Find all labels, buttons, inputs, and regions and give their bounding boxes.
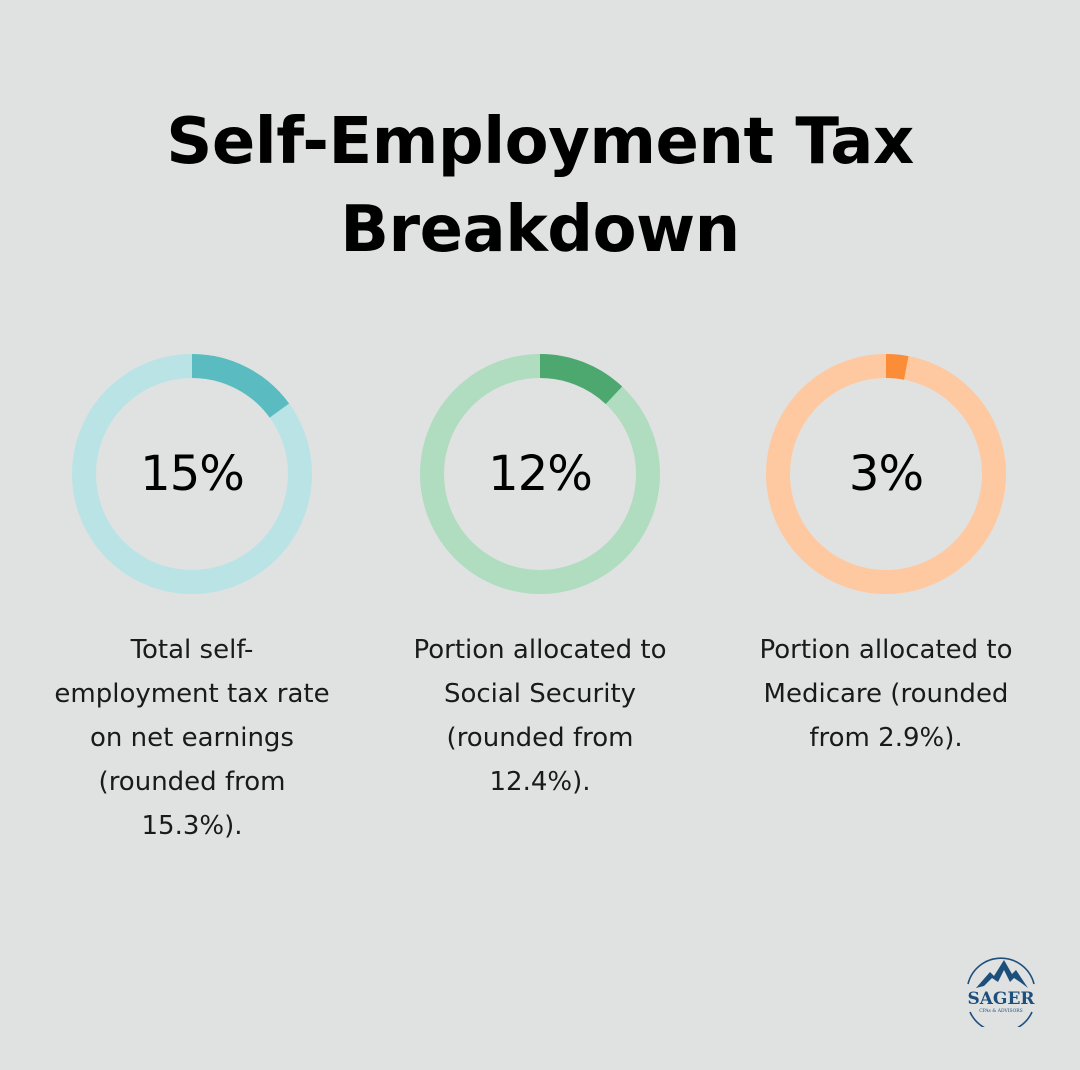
desc-line: Portion allocated to (759, 635, 1013, 665)
desc-line: Medicare (rounded (763, 679, 1009, 709)
desc-line: Social Security (443, 679, 637, 709)
percent-value: 12% (488, 446, 593, 502)
desc-line: Portion allocated to (413, 635, 667, 665)
svg-text:CPAs & ADVISORS: CPAs & ADVISORS (979, 1008, 1023, 1014)
desc-line: 12.4%). (489, 767, 591, 797)
donut-ring-social-security: 12% (420, 354, 660, 594)
donut-ring-total: 15% (72, 354, 312, 594)
desc-line: from 2.9%). (809, 723, 963, 753)
donut-chart-icon (72, 354, 312, 594)
desc-line: employment tax rate (54, 679, 330, 709)
mountain-icon: SAGER CPAs & ADVISORS (967, 957, 1035, 1033)
page-title: Self-Employment Tax Breakdown (0, 98, 1080, 274)
percent-value: 3% (848, 446, 924, 502)
stat-description: Portion allocated to Medicare (rounded f… (721, 628, 1051, 760)
stat-card-social-security: 12% Portion allocated to Social Security… (375, 354, 705, 804)
donut-chart-icon (766, 354, 1006, 594)
stat-description: Portion allocated to Social Security (ro… (375, 628, 705, 804)
title-line-1: Self-Employment Tax (166, 105, 914, 179)
title-line-2: Breakdown (340, 193, 740, 267)
donut-chart-icon (420, 354, 660, 594)
desc-line: Total self- (130, 635, 254, 665)
stat-description: Total self- employment tax rate on net e… (27, 628, 357, 848)
sager-logo: SAGER CPAs & ADVISORS (956, 952, 1046, 1033)
svg-text:SAGER: SAGER (967, 989, 1035, 1009)
stat-card-total: 15% Total self- employment tax rate on n… (27, 354, 357, 848)
desc-line: on net earnings (90, 723, 294, 753)
desc-line: 15.3%). (141, 811, 243, 841)
donut-ring-medicare: 3% (766, 354, 1006, 594)
percent-value: 15% (140, 446, 245, 502)
stat-card-medicare: 3% Portion allocated to Medicare (rounde… (721, 354, 1051, 760)
desc-line: (rounded from (446, 723, 634, 753)
desc-line: (rounded from (98, 767, 286, 797)
